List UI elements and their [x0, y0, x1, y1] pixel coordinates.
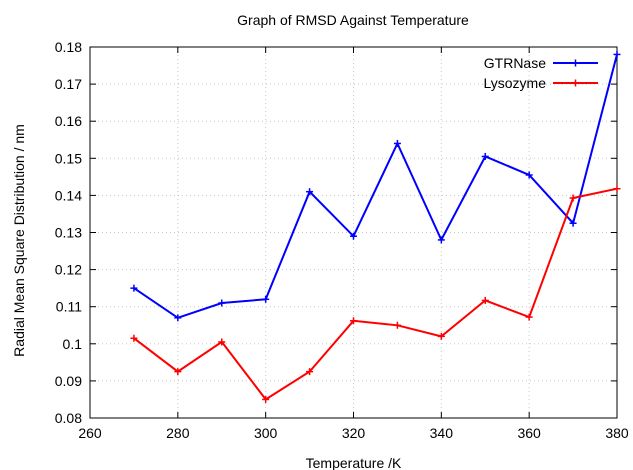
lysozyme-point [569, 194, 577, 202]
y-axis-title: Radial Mean Square Distribution / nm [11, 124, 27, 357]
gtrnase-point [525, 171, 533, 179]
x-tick-label: 360 [517, 425, 541, 441]
lysozyme-point [174, 368, 182, 376]
axis-ticks: 260 280 300 320 340 360 380 0.08 0.09 0.1 0.11 0.12… [55, 39, 629, 441]
lysozyme-point [306, 368, 314, 376]
y-tick-label: 0.15 [55, 150, 82, 166]
y-tick-label: 0.17 [55, 76, 82, 92]
x-tick-label: 320 [342, 425, 366, 441]
y-tick-label: 0.14 [55, 187, 82, 203]
legend-label-lysozyme: Lysozyme [483, 75, 546, 91]
x-tick-label: 340 [430, 425, 454, 441]
gtrnase-point [306, 188, 314, 196]
lysozyme-point [393, 321, 401, 329]
gtrnase-point [393, 139, 401, 147]
x-tick-label: 300 [254, 425, 278, 441]
lysozyme-line [133, 187, 618, 401]
gtrnase-point [437, 236, 445, 244]
lysozyme-point [525, 313, 533, 321]
chart-title: Graph of RMSD Against Temperature [237, 12, 469, 28]
gtrnase-point [262, 295, 270, 303]
lysozyme-point [481, 296, 489, 304]
gtrnase-line [133, 54, 618, 319]
gtrnase-point [130, 284, 138, 292]
lysozyme-point [613, 185, 621, 193]
x-tick-label: 280 [166, 425, 190, 441]
lysozyme-point [437, 332, 445, 340]
y-tick-label: 0.11 [56, 299, 82, 315]
y-tick-label: 0.1 [63, 336, 83, 352]
gtrnase-point [481, 152, 489, 160]
y-tick-label: 0.18 [55, 39, 82, 55]
x-tick-label: 260 [78, 425, 102, 441]
gtrnase-point [350, 232, 357, 240]
x-axis-title: Temperature /K [306, 455, 402, 470]
grid-lines [90, 47, 617, 418]
y-tick-label: 0.16 [55, 113, 82, 129]
y-tick-label: 0.09 [55, 373, 82, 389]
series-gtrnase [130, 50, 621, 322]
lysozyme-point [262, 395, 270, 403]
legend-label-gtrnase: GTRNase [484, 55, 546, 71]
gtrnase-point [174, 314, 182, 322]
gtrnase-point [569, 219, 577, 227]
plot-frame [89, 46, 618, 419]
legend-marker-gtrnase [572, 59, 579, 67]
gtrnase-point [613, 50, 621, 58]
lysozyme-point [218, 338, 226, 346]
series-layer [130, 50, 621, 403]
y-tick-label: 0.12 [55, 262, 82, 278]
lysozyme-point [130, 334, 138, 342]
legend: GTRNase Lysozyme [483, 55, 598, 91]
gtrnase-point [218, 299, 226, 307]
y-tick-label: 0.13 [55, 225, 82, 241]
series-lysozyme [130, 185, 621, 403]
x-tick-label: 380 [605, 425, 629, 441]
legend-marker-lysozyme [572, 79, 579, 87]
y-tick-label: 0.08 [55, 410, 82, 426]
lysozyme-point [350, 317, 357, 325]
